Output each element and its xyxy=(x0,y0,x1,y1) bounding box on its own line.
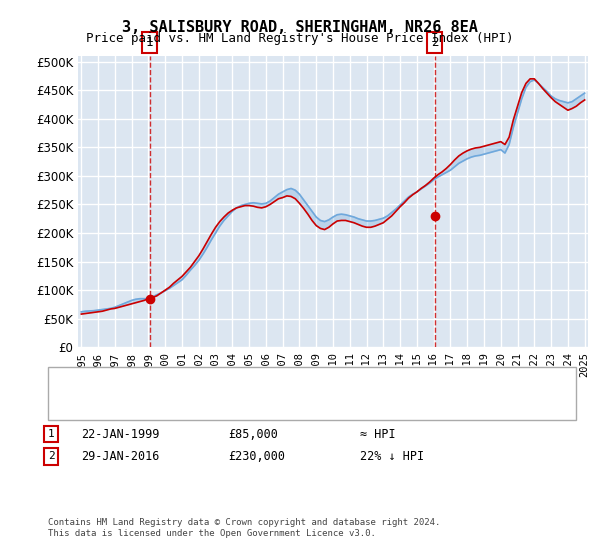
Text: 3, SALISBURY ROAD, SHERINGHAM, NR26 8EA: 3, SALISBURY ROAD, SHERINGHAM, NR26 8EA xyxy=(122,20,478,35)
Text: ≈ HPI: ≈ HPI xyxy=(360,427,395,441)
Text: HPI: Average price, detached house, North Norfolk: HPI: Average price, detached house, Nort… xyxy=(108,395,414,405)
Text: ——: —— xyxy=(66,393,84,408)
Text: £85,000: £85,000 xyxy=(228,427,278,441)
Text: 29-JAN-2016: 29-JAN-2016 xyxy=(81,450,160,463)
Text: ——: —— xyxy=(66,370,84,384)
Text: 1: 1 xyxy=(146,36,154,49)
Text: 22-JAN-1999: 22-JAN-1999 xyxy=(81,427,160,441)
Text: £230,000: £230,000 xyxy=(228,450,285,463)
Text: Contains HM Land Registry data © Crown copyright and database right 2024.
This d: Contains HM Land Registry data © Crown c… xyxy=(48,518,440,538)
Text: 1: 1 xyxy=(47,429,55,439)
Text: 3, SALISBURY ROAD, SHERINGHAM, NR26 8EA (detached house): 3, SALISBURY ROAD, SHERINGHAM, NR26 8EA … xyxy=(108,372,458,382)
Text: Price paid vs. HM Land Registry's House Price Index (HPI): Price paid vs. HM Land Registry's House … xyxy=(86,32,514,45)
Text: 2: 2 xyxy=(431,36,439,49)
Text: 22% ↓ HPI: 22% ↓ HPI xyxy=(360,450,424,463)
Text: 2: 2 xyxy=(47,451,55,461)
